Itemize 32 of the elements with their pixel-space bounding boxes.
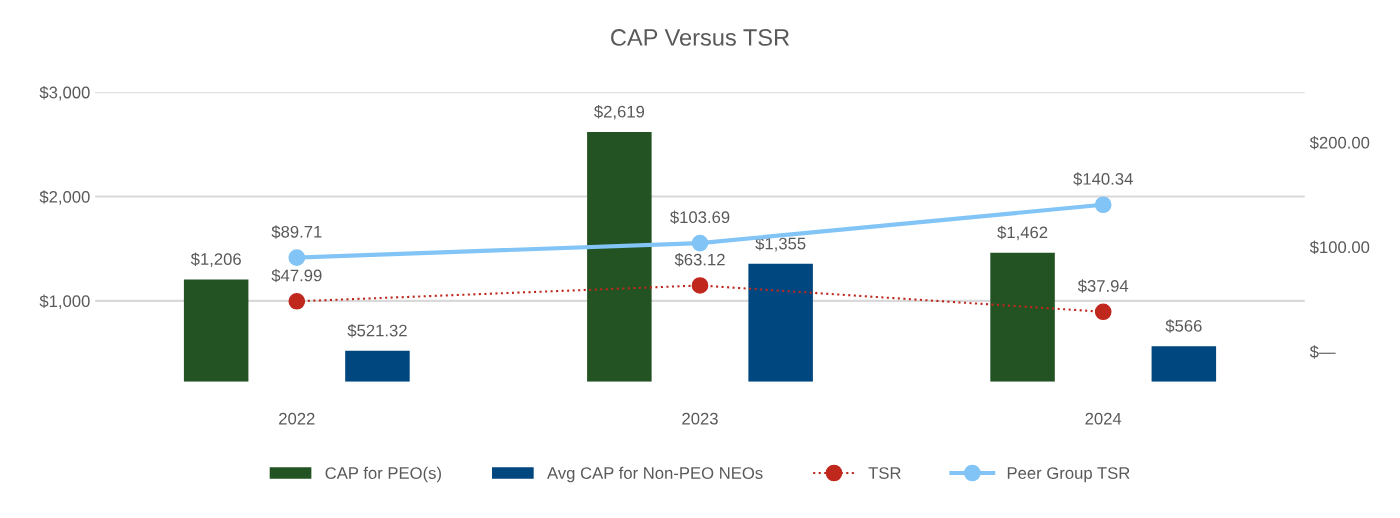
data-label: $63.12: [674, 253, 725, 267]
y2-tick-label: $—: [1309, 345, 1336, 359]
data-label: $566: [1165, 319, 1202, 333]
legend-label: TSR: [868, 467, 901, 479]
legend-label: Peer Group TSR: [1007, 467, 1130, 483]
legend-label: CAP for PEO(s): [325, 466, 441, 483]
data-label: $521.32: [347, 323, 407, 338]
point: [288, 292, 306, 310]
data-label: $103.69: [670, 210, 730, 225]
data-label: $2,619: [594, 105, 645, 120]
point: [691, 277, 709, 294]
y-tick-label: $3,000: [39, 85, 90, 101]
y2-tick-label: $200.00: [1309, 136, 1370, 150]
point: [1094, 303, 1112, 321]
point: [1094, 196, 1112, 214]
x-tick-label: 2022: [279, 412, 315, 425]
x-tick-label: 2023: [682, 412, 718, 425]
legend-label: Avg CAP for Non-PEO NEOs: [547, 466, 763, 483]
x-tick-label: 2024: [1085, 412, 1122, 425]
data-label: $89.71: [271, 225, 322, 239]
point: [288, 249, 306, 267]
point: [691, 234, 709, 252]
data-label: $140.34: [1073, 172, 1133, 186]
y-tick-label: $2,000: [39, 190, 90, 205]
data-label: $1,355: [755, 236, 806, 252]
y2-tick-label: $100.00: [1309, 240, 1370, 255]
data-label: $47.99: [271, 268, 322, 283]
data-label: $1,206: [190, 252, 241, 267]
data-label: $37.94: [1077, 279, 1129, 293]
chart-title: CAP Versus TSR: [611, 29, 790, 46]
y-tick-label: $1,000: [39, 294, 90, 310]
data-label: $1,462: [997, 225, 1048, 241]
